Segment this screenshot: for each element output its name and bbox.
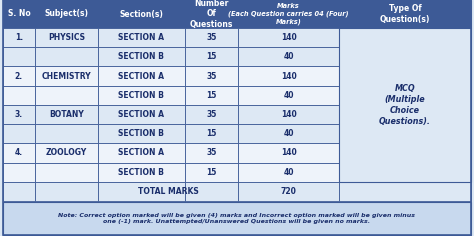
Bar [184, 28, 238, 47]
Text: 4.: 4. [15, 148, 23, 157]
Text: 140: 140 [281, 110, 297, 119]
Bar [184, 67, 238, 86]
Bar [339, 28, 471, 182]
Text: 40: 40 [283, 168, 294, 177]
Text: SECTION A: SECTION A [118, 33, 164, 42]
Bar [3, 67, 35, 86]
Text: 140: 140 [281, 33, 297, 42]
Bar [35, 163, 98, 182]
Bar [3, 86, 35, 105]
Bar [339, 0, 471, 28]
Bar [3, 163, 35, 182]
Text: 140: 140 [281, 72, 297, 80]
Text: 15: 15 [206, 129, 217, 138]
Bar [98, 143, 184, 163]
Bar [98, 28, 184, 47]
Bar [3, 143, 35, 163]
Text: 40: 40 [283, 129, 294, 138]
Bar [339, 182, 471, 201]
Bar [238, 67, 339, 86]
Bar [184, 47, 238, 67]
Bar [98, 105, 184, 124]
Text: Type Of
Question(s): Type Of Question(s) [380, 4, 430, 24]
Bar [238, 182, 339, 201]
Text: 35: 35 [206, 33, 217, 42]
Text: SECTION B: SECTION B [118, 52, 164, 61]
Bar [238, 28, 339, 47]
Text: SECTION B: SECTION B [118, 91, 164, 100]
Text: Marks
(Each Question carries 04 (Four)
Marks): Marks (Each Question carries 04 (Four) M… [228, 4, 349, 25]
Bar [35, 105, 98, 124]
Bar [238, 163, 339, 182]
Text: SECTION B: SECTION B [118, 168, 164, 177]
Text: 15: 15 [206, 52, 217, 61]
Text: MCQ
(Multiple
Choice
Questions).: MCQ (Multiple Choice Questions). [379, 84, 431, 126]
Bar [238, 47, 339, 67]
Bar [238, 0, 339, 28]
Text: 35: 35 [206, 148, 217, 157]
Text: 40: 40 [283, 52, 294, 61]
Bar [98, 67, 184, 86]
Bar [35, 124, 98, 143]
Bar [35, 86, 98, 105]
Text: 3.: 3. [15, 110, 23, 119]
Bar [238, 124, 339, 143]
Text: CHEMISTRY: CHEMISTRY [42, 72, 91, 80]
Bar [35, 143, 98, 163]
Text: 1.: 1. [15, 33, 23, 42]
Bar [35, 67, 98, 86]
Bar [98, 86, 184, 105]
Text: 720: 720 [281, 187, 297, 196]
Bar [3, 0, 35, 28]
Bar [35, 47, 98, 67]
Text: 15: 15 [206, 91, 217, 100]
Bar [184, 143, 238, 163]
Bar [3, 202, 471, 235]
Bar [184, 0, 238, 28]
Text: Number
Of
Questions: Number Of Questions [190, 0, 233, 29]
Bar [98, 124, 184, 143]
Text: Subject(s): Subject(s) [45, 9, 89, 18]
Text: 140: 140 [281, 148, 297, 157]
Text: Note: Correct option marked will be given (4) marks and Incorrect option marked : Note: Correct option marked will be give… [58, 213, 416, 224]
Bar [3, 124, 35, 143]
Text: BOTANY: BOTANY [49, 110, 84, 119]
Bar [184, 86, 238, 105]
Text: SECTION A: SECTION A [118, 148, 164, 157]
Text: SECTION A: SECTION A [118, 110, 164, 119]
Bar [184, 163, 238, 182]
Bar [184, 105, 238, 124]
Text: 35: 35 [206, 110, 217, 119]
Bar [238, 143, 339, 163]
Text: 35: 35 [206, 72, 217, 80]
Text: SECTION B: SECTION B [118, 129, 164, 138]
Bar [98, 0, 184, 28]
Text: PHYSICS: PHYSICS [48, 33, 85, 42]
Text: 15: 15 [206, 168, 217, 177]
Bar [238, 105, 339, 124]
Bar [238, 86, 339, 105]
Bar [98, 47, 184, 67]
Text: TOTAL MARKS: TOTAL MARKS [138, 187, 199, 196]
Bar [3, 28, 35, 47]
Bar [3, 182, 35, 201]
Bar [98, 182, 184, 201]
Bar [184, 182, 238, 201]
Text: ZOOLOGY: ZOOLOGY [46, 148, 87, 157]
Bar [3, 105, 35, 124]
Text: S. No: S. No [8, 9, 30, 18]
Bar [184, 124, 238, 143]
Bar [98, 163, 184, 182]
Text: SECTION A: SECTION A [118, 72, 164, 80]
Bar [35, 182, 98, 201]
Text: 2.: 2. [15, 72, 23, 80]
Text: 40: 40 [283, 91, 294, 100]
Bar [35, 0, 98, 28]
Text: Section(s): Section(s) [119, 9, 163, 18]
Bar [3, 47, 35, 67]
Bar [35, 28, 98, 47]
